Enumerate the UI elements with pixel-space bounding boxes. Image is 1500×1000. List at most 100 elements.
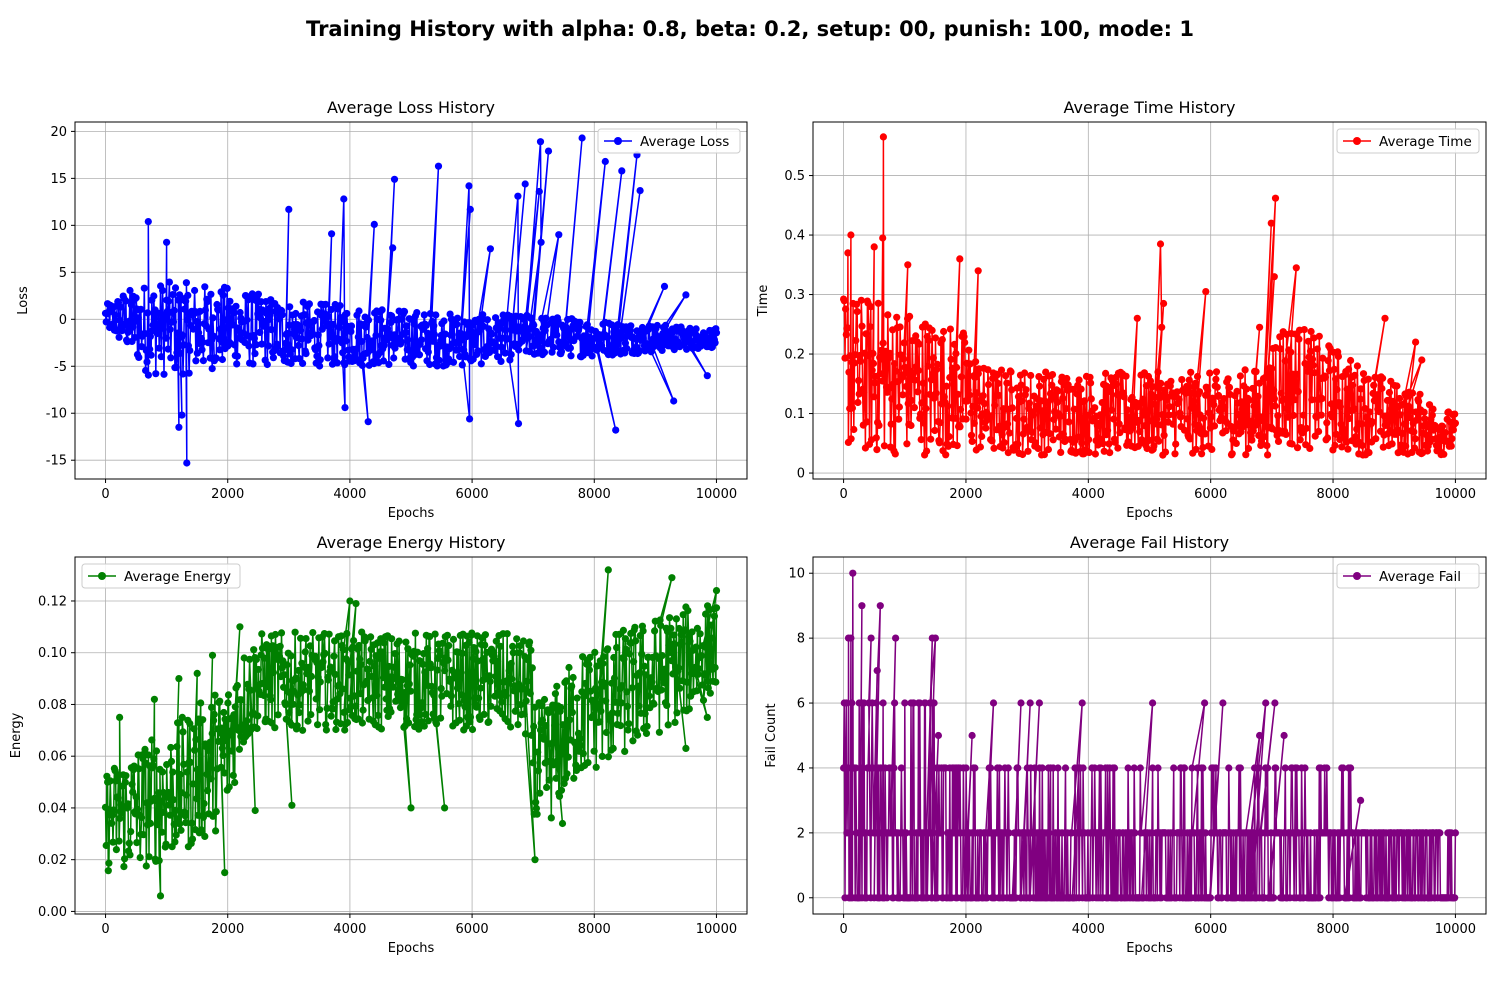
chart-energy-point [701, 670, 709, 678]
chart-time-point [1054, 387, 1062, 395]
chart-fail-point [1149, 699, 1157, 707]
chart-time-point [1149, 383, 1157, 391]
chart-energy-point [693, 624, 702, 633]
chart-energy-point [199, 716, 207, 724]
chart-time-point [1151, 400, 1159, 408]
chart-energy-point [127, 828, 135, 836]
chart-energy-point [140, 831, 148, 839]
chart-time-point [876, 370, 884, 378]
chart-energy-point [280, 671, 288, 679]
chart-fail-x-tick-label: 10000 [1435, 922, 1476, 937]
chart-time-point [1276, 345, 1285, 353]
chart-energy-point [116, 713, 124, 722]
chart-energy-point [379, 652, 387, 660]
chart-loss-point [186, 346, 194, 355]
chart-loss-point [205, 325, 214, 333]
chart-time-point [1345, 414, 1353, 423]
chart-time-point [1099, 440, 1107, 448]
chart-time-point [901, 363, 909, 371]
chart-loss-point [528, 314, 536, 322]
chart-loss-point [458, 361, 466, 369]
chart-time-point [1123, 406, 1131, 414]
chart-energy-point [157, 797, 165, 805]
chart-loss-point [682, 291, 690, 299]
chart-energy-point [515, 649, 524, 657]
chart-fail-legend: Average Fail [1336, 563, 1480, 589]
chart-energy-point [661, 665, 669, 673]
chart-energy-point [116, 814, 124, 823]
chart-time-point [1288, 440, 1296, 448]
chart-loss-ylabel: Loss [16, 286, 31, 315]
chart-loss-point [150, 292, 158, 300]
chart-energy-point [584, 759, 592, 767]
chart-time-point [1176, 413, 1185, 421]
chart-time-point [1187, 368, 1195, 376]
chart-time-point [1192, 445, 1200, 453]
chart-loss-point [540, 348, 549, 356]
chart-energy-point [668, 574, 676, 582]
chart-energy-point [243, 717, 251, 725]
chart-time-point [1056, 412, 1064, 420]
chart-time-point [1402, 442, 1410, 450]
chart-energy-point [387, 708, 395, 716]
chart-energy-point [359, 706, 367, 714]
chart-time-point [1193, 372, 1202, 381]
chart-time-point [1309, 361, 1317, 369]
chart-energy-point [531, 856, 539, 864]
chart-time-point [1221, 403, 1229, 411]
chart-time-point [1050, 415, 1058, 424]
chart-time-point [966, 360, 974, 368]
chart-energy-x-tick-label: 10000 [696, 922, 737, 937]
chart-energy-point [352, 600, 360, 608]
chart-energy-point [504, 718, 512, 726]
chart-energy-point [507, 723, 515, 731]
chart-time-point [1400, 420, 1408, 428]
chart-time-point [1115, 420, 1123, 428]
chart-energy-point [327, 712, 335, 720]
chart-energy-point [536, 789, 544, 797]
chart-time-point [1357, 420, 1366, 428]
chart-energy-point [514, 721, 522, 729]
chart-loss-point [169, 318, 178, 326]
chart-loss-point [566, 344, 575, 352]
chart-loss-legend-box [597, 128, 741, 154]
chart-energy-point [220, 708, 228, 717]
chart-energy-point [169, 796, 178, 804]
chart-energy-point [472, 648, 480, 656]
chart-time-point [956, 423, 964, 431]
chart-time-x-tick-label: 4000 [1072, 487, 1105, 502]
chart-loss-point [424, 348, 432, 356]
chart-loss-point [369, 337, 377, 345]
chart-loss-point [162, 334, 170, 342]
chart-energy-point [312, 695, 320, 703]
chart-loss-point [398, 315, 406, 323]
chart-time-point [1027, 371, 1035, 380]
chart-fail-point [873, 667, 881, 675]
chart-energy-point [624, 726, 632, 734]
chart-energy-point [178, 713, 186, 722]
chart-time-point [1145, 436, 1153, 444]
chart-energy-point [289, 700, 297, 708]
chart-loss-point [263, 360, 271, 369]
chart-time-point [1441, 429, 1449, 437]
chart-energy-point [533, 810, 541, 818]
chart-energy-point [696, 630, 704, 638]
chart-loss-point [547, 335, 555, 344]
chart-fail-point [1357, 894, 1365, 902]
chart-time-point [1254, 392, 1262, 400]
chart-fail-point [989, 699, 998, 707]
chart-fail-point [901, 699, 909, 707]
chart-energy-point [426, 633, 434, 641]
chart-fail-point [1026, 699, 1034, 707]
chart-energy-point [150, 755, 158, 763]
chart-energy-point [362, 677, 371, 686]
chart-loss-point [542, 314, 550, 322]
chart-loss-point [230, 309, 238, 317]
chart-energy-point [167, 743, 175, 752]
chart-loss-point [180, 305, 188, 313]
chart-time-point [1295, 335, 1303, 343]
chart-energy-point [424, 717, 432, 725]
chart-energy-point [505, 667, 513, 675]
chart-energy-point [392, 665, 400, 673]
chart-energy-point [523, 677, 531, 685]
